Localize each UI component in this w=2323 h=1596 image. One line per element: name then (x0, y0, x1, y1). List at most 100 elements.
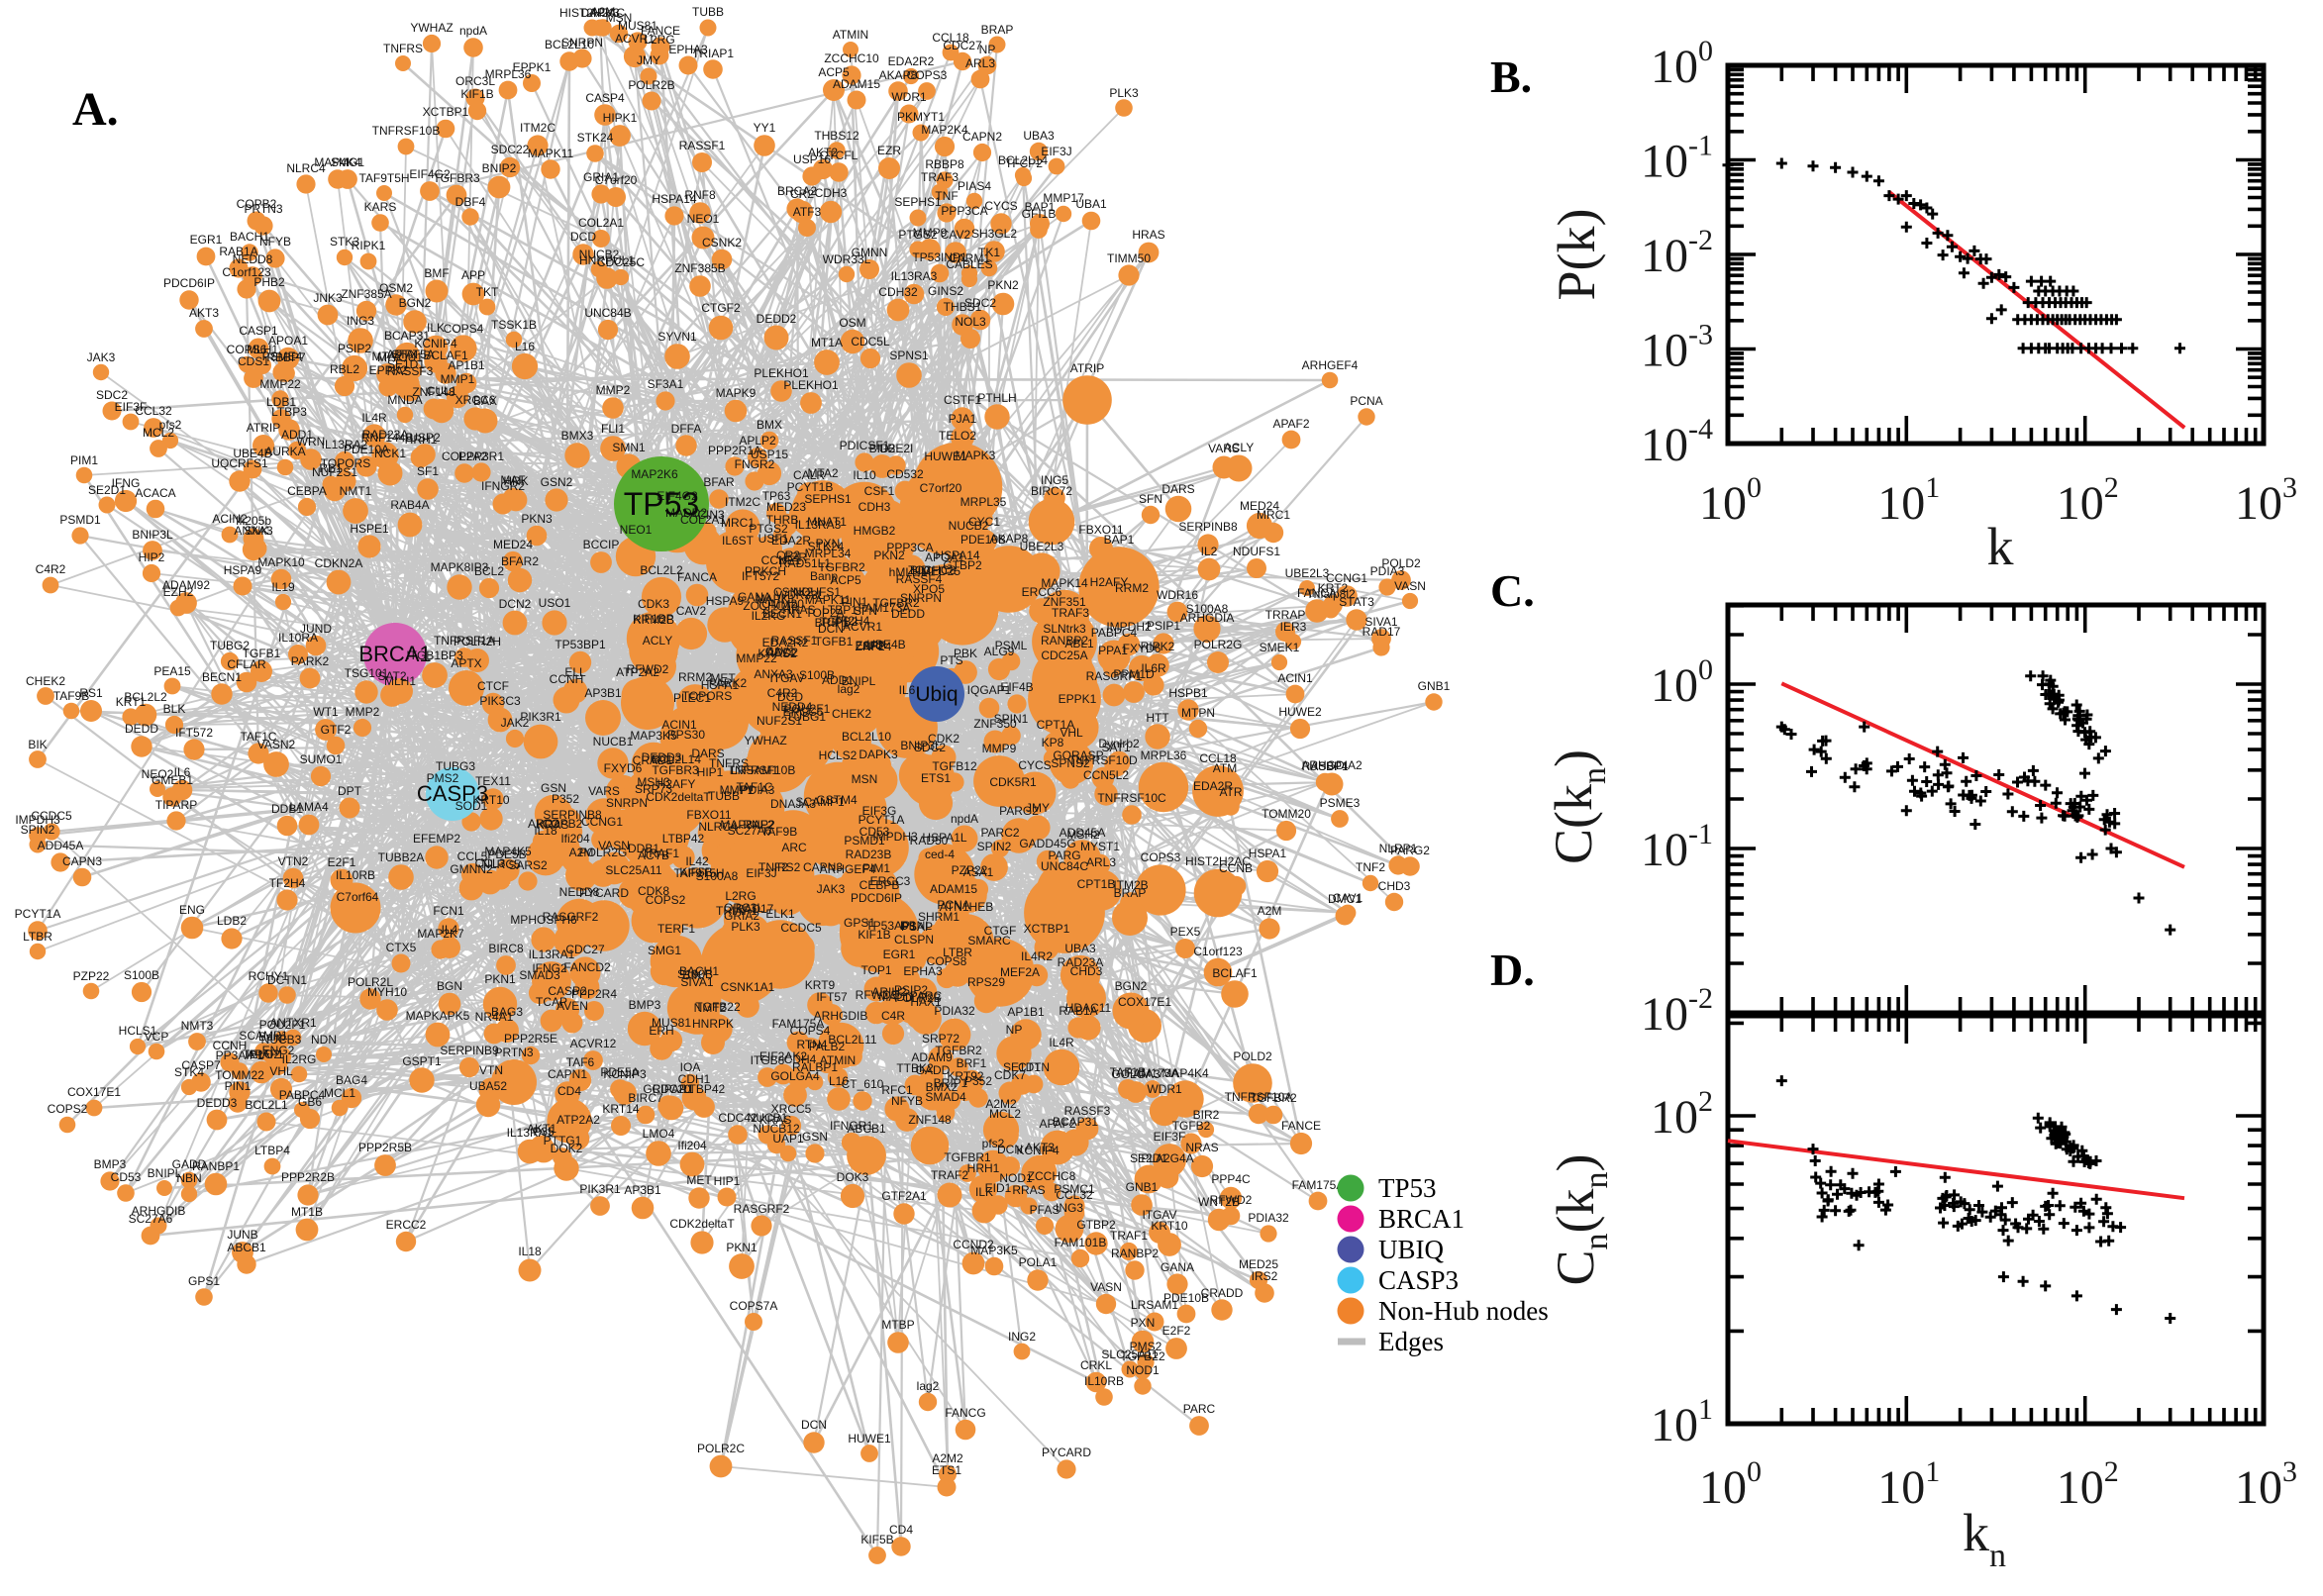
svg-text:NEDD4: NEDD4 (772, 700, 813, 714)
svg-text:DOK2: DOK2 (551, 1142, 583, 1155)
svg-text:BCL2L10: BCL2L10 (842, 730, 891, 744)
svg-text:HSPB1: HSPB1 (1168, 686, 1208, 700)
svg-text:TNF2: TNF2 (758, 860, 788, 874)
svg-text:MAPK3: MAPK3 (956, 449, 996, 462)
svg-text:ATMIN: ATMIN (833, 28, 868, 42)
svg-text:MMP1: MMP1 (441, 372, 475, 386)
svg-text:LDB2: LDB2 (217, 914, 247, 928)
svg-text:PRTN3: PRTN3 (494, 1046, 533, 1059)
svg-text:Dynlrb2: Dynlrb2 (1098, 737, 1140, 750)
svg-text:SNRPN: SNRPN (561, 36, 603, 50)
svg-text:ARL3: ARL3 (1086, 855, 1116, 869)
svg-text:CEBPA: CEBPA (287, 484, 327, 498)
svg-text:COPB2: COPB2 (543, 817, 583, 831)
svg-text:NBN: NBN (176, 1171, 201, 1185)
svg-text:PSAP: PSAP (901, 920, 933, 934)
svg-text:CTCF: CTCF (477, 679, 509, 693)
svg-text:VASN: VASN (598, 839, 630, 852)
svg-text:NUCB1: NUCB1 (593, 735, 634, 748)
svg-text:ALG9: ALG9 (984, 645, 1015, 658)
svg-text:NEO1: NEO1 (687, 212, 720, 226)
svg-text:RFWD3: RFWD3 (856, 988, 898, 1002)
svg-text:A2M2: A2M2 (932, 1451, 963, 1465)
svg-text:TRIAP1: TRIAP1 (692, 47, 734, 60)
svg-text:TGFBR3: TGFBR3 (652, 763, 699, 777)
svg-text:ZCCHC10: ZCCHC10 (824, 51, 879, 65)
svg-text:LTBP4: LTBP4 (254, 1144, 290, 1157)
svg-text:HIP1: HIP1 (697, 765, 724, 779)
svg-text:PIK3R1: PIK3R1 (579, 1182, 621, 1196)
svg-text:A.: A. (72, 83, 119, 136)
svg-text:EIF2AK2: EIF2AK2 (759, 1049, 807, 1063)
svg-text:MADD2: MADD2 (665, 506, 707, 520)
svg-text:lag2: lag2 (917, 1379, 940, 1393)
svg-text:MSN: MSN (606, 11, 633, 25)
svg-text:MAPK14: MAPK14 (1041, 576, 1088, 590)
svg-text:PKMYT1: PKMYT1 (897, 110, 945, 124)
svg-text:L16: L16 (829, 1074, 849, 1088)
svg-text:HSPA9: HSPA9 (224, 563, 262, 577)
svg-text:CCL5: CCL5 (457, 849, 488, 863)
svg-text:MAPK11: MAPK11 (528, 147, 574, 160)
svg-text:STK3: STK3 (330, 235, 359, 249)
svg-text:JUNB: JUNB (227, 1228, 257, 1242)
svg-text:ADAM15: ADAM15 (930, 882, 977, 896)
svg-text:EPPK1: EPPK1 (1059, 692, 1097, 706)
svg-text:USP16: USP16 (793, 152, 831, 166)
svg-text:MAP2K4: MAP2K4 (921, 123, 968, 137)
svg-text:CCNE1: CCNE1 (761, 553, 802, 567)
svg-text:BIRC72: BIRC72 (1031, 484, 1072, 498)
svg-text:POLD2: POLD2 (1381, 556, 1421, 570)
svg-text:MED24: MED24 (1240, 499, 1279, 513)
svg-text:SMN1: SMN1 (612, 441, 646, 454)
svg-text:EDA2R: EDA2R (771, 534, 811, 548)
svg-text:TNFRSF10A: TNFRSF10A (1225, 1090, 1293, 1104)
svg-text:PCYT1B: PCYT1B (787, 480, 834, 494)
svg-text:CDK5R1: CDK5R1 (989, 775, 1037, 789)
svg-text:UBA3: UBA3 (1064, 942, 1096, 955)
svg-text:MEF2A: MEF2A (1000, 965, 1040, 979)
svg-text:NUCB2: NUCB2 (579, 248, 620, 261)
svg-text:100: 100 (1651, 653, 1713, 712)
svg-text:RNF2: RNF2 (743, 818, 774, 832)
svg-text:MTA2: MTA2 (371, 349, 402, 363)
svg-text:VCP: VCP (145, 1030, 169, 1044)
svg-text:LDB1: LDB1 (266, 395, 296, 409)
svg-text:EGR1: EGR1 (190, 233, 223, 247)
svg-text:MAPK9: MAPK9 (716, 386, 757, 400)
svg-text:TNFRS: TNFRS (709, 756, 749, 770)
svg-text:TOPORS: TOPORS (682, 689, 732, 703)
svg-text:RASSF1: RASSF1 (679, 139, 726, 152)
svg-text:SEPHS1: SEPHS1 (804, 492, 852, 506)
svg-text:SPIN1: SPIN1 (994, 712, 1029, 726)
svg-text:PFAS: PFAS (1030, 1203, 1060, 1217)
svg-text:CDK2deltaT: CDK2deltaT (669, 1217, 735, 1231)
svg-text:COPS7A: COPS7A (730, 1299, 778, 1313)
svg-text:CYCS: CYCS (984, 199, 1017, 213)
svg-text:H2AFY: H2AFY (657, 777, 696, 791)
svg-text:PPP2R1A: PPP2R1A (708, 444, 761, 457)
svg-text:RAD23A: RAD23A (1058, 955, 1104, 969)
svg-text:YY1: YY1 (754, 121, 776, 135)
svg-text:THBS12: THBS12 (814, 129, 859, 143)
svg-text:ORC3L: ORC3L (724, 901, 763, 915)
svg-text:KIF1B: KIF1B (460, 87, 493, 101)
svg-text:POU2F1: POU2F1 (784, 702, 831, 716)
svg-text:PSMC1: PSMC1 (1054, 1182, 1095, 1196)
svg-text:HIST2H2AC: HIST2H2AC (1185, 854, 1251, 868)
svg-text:GTBP2: GTBP2 (943, 558, 982, 572)
svg-text:FAM175A: FAM175A (772, 1017, 825, 1031)
svg-text:SNRPN: SNRPN (606, 796, 648, 810)
svg-text:SCAMP1: SCAMP1 (239, 1029, 288, 1043)
svg-text:PEX5: PEX5 (1170, 925, 1201, 939)
svg-text:HIPK1: HIPK1 (603, 111, 638, 125)
svg-text:PARG2: PARG2 (999, 804, 1039, 818)
svg-text:Ifi205b: Ifi205b (236, 514, 271, 528)
svg-text:BNIPL: BNIPL (842, 674, 876, 688)
svg-text:HUWE1: HUWE1 (848, 1432, 891, 1446)
svg-text:IRS2: IRS2 (1252, 1269, 1278, 1283)
svg-text:MED25: MED25 (1239, 1257, 1278, 1271)
svg-text:PIN1: PIN1 (842, 595, 868, 609)
svg-text:UBE4B: UBE4B (866, 638, 905, 651)
svg-text:ACLY: ACLY (1224, 441, 1254, 454)
